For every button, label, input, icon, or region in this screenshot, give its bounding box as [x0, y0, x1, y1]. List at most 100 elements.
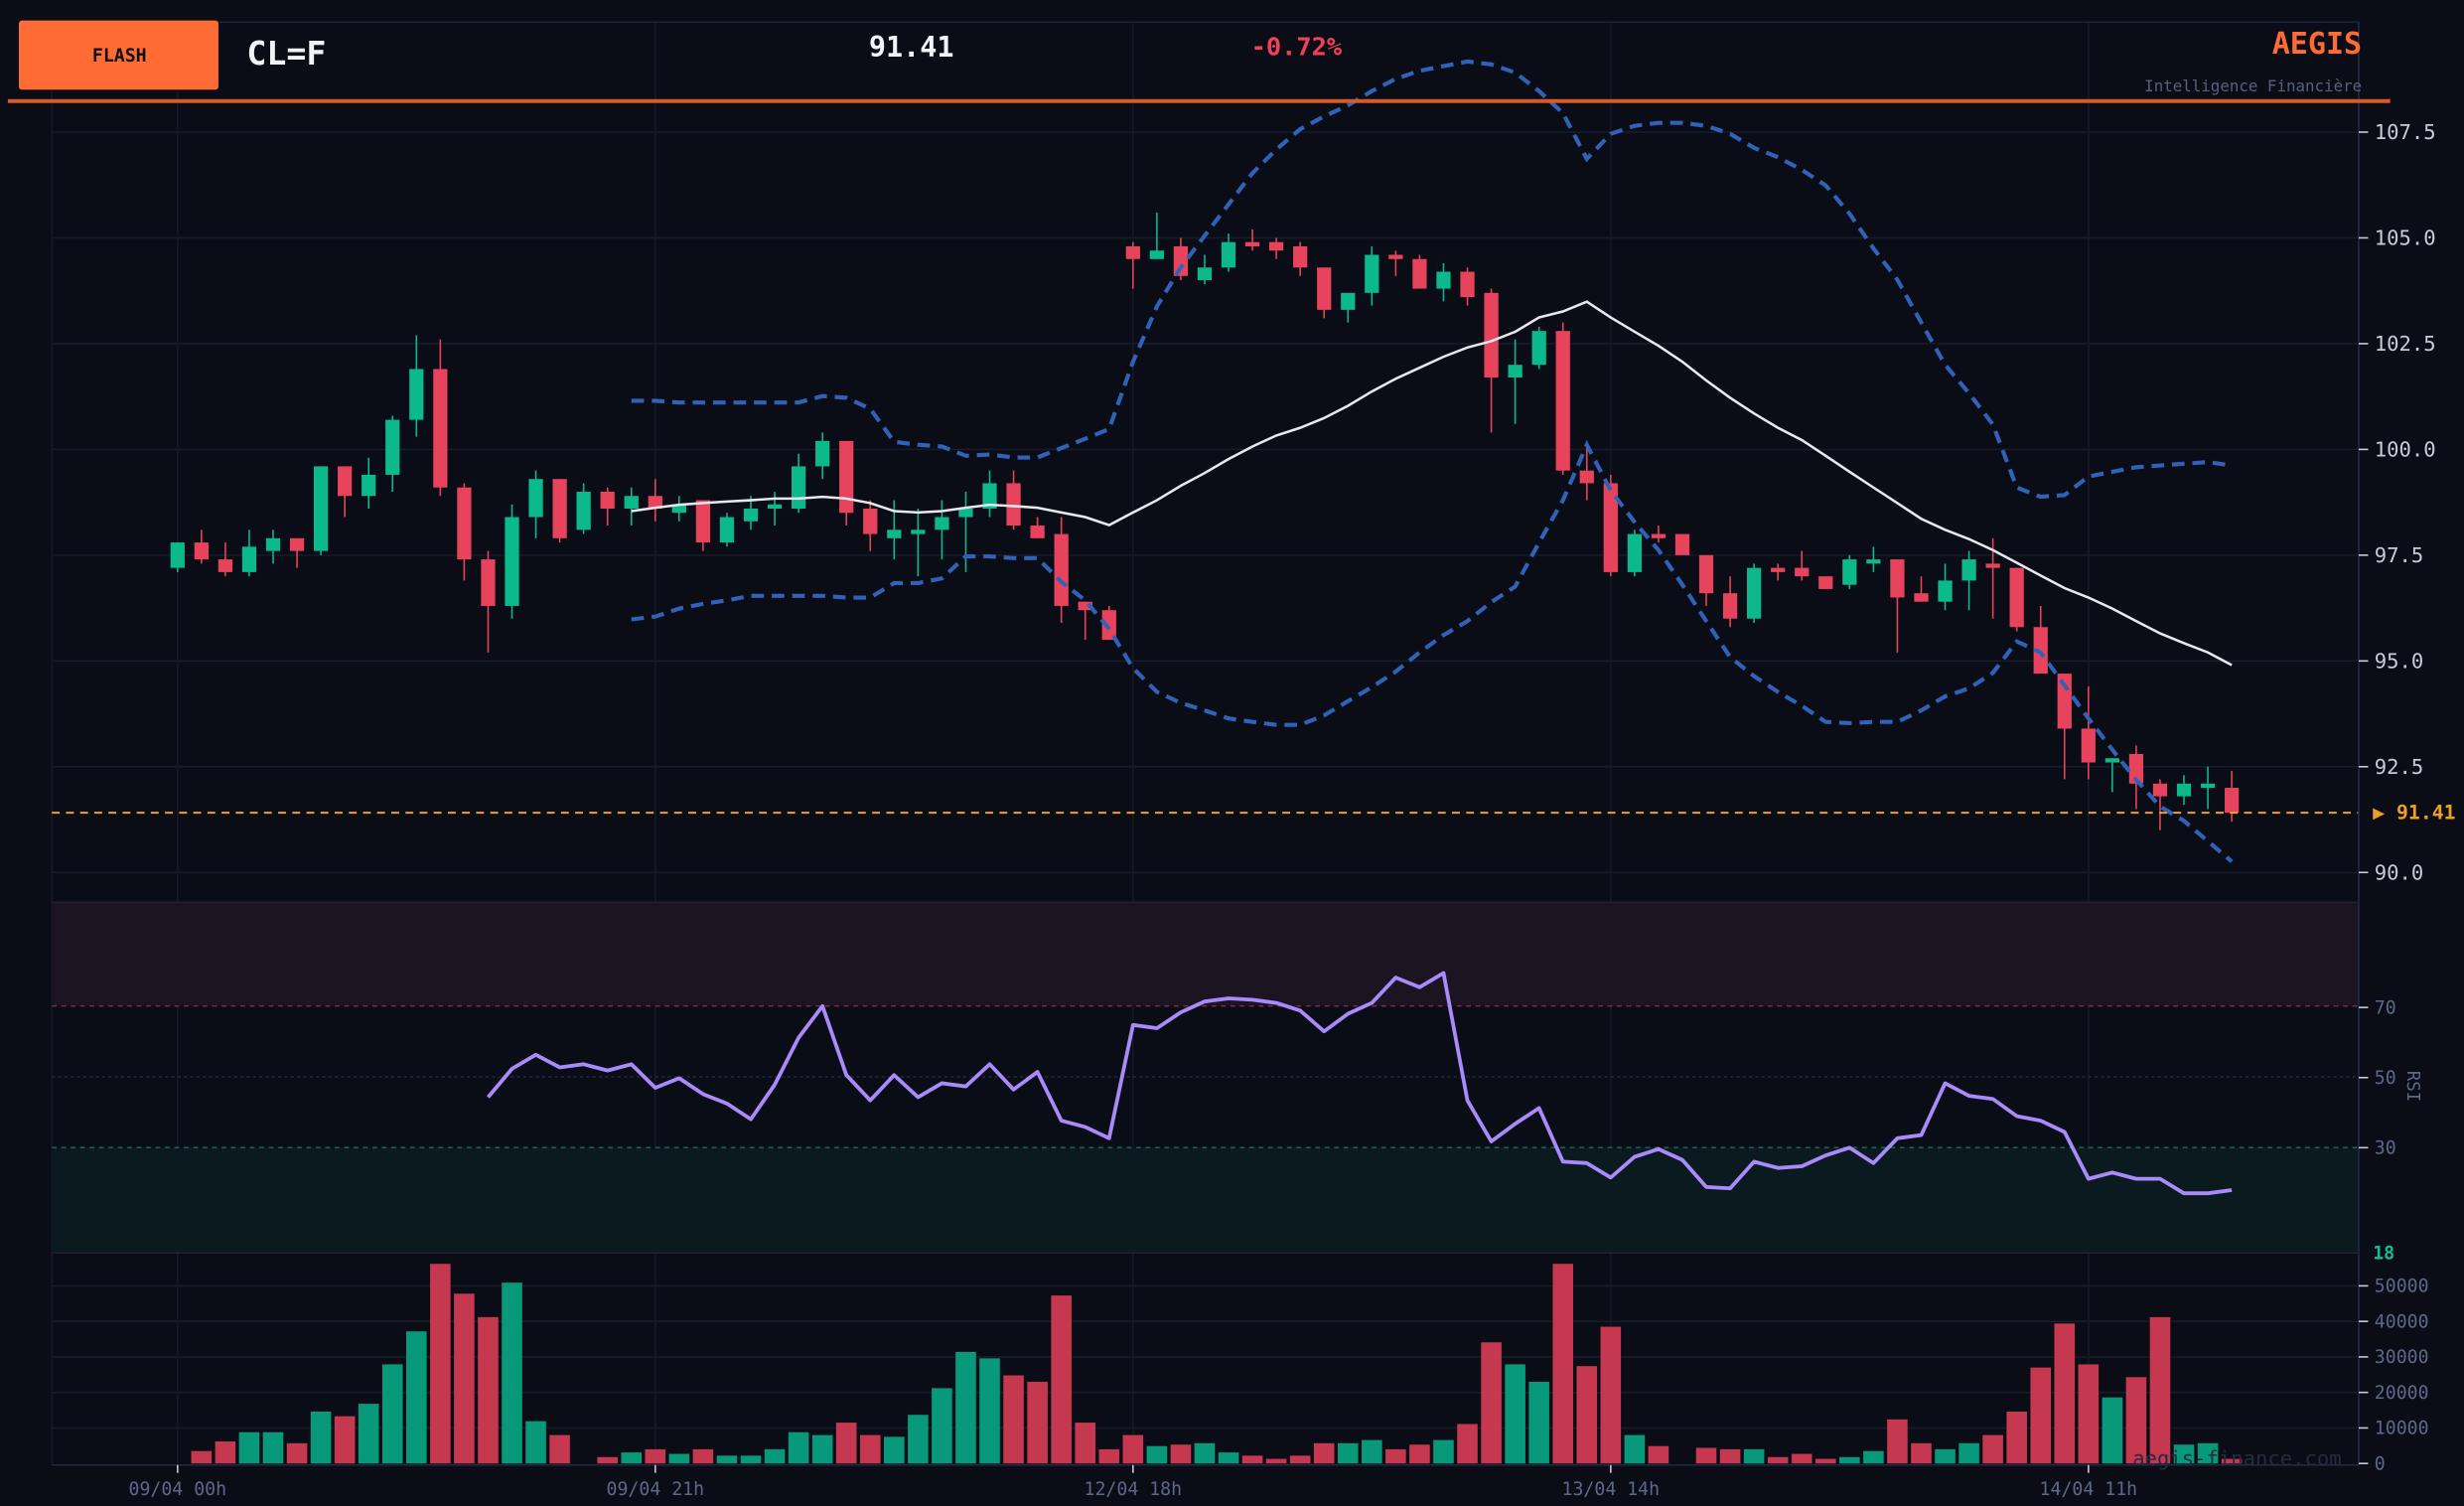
change-percent: -0.72% [1251, 32, 1343, 61]
volume-bar [1648, 1445, 1669, 1464]
volume-bar [1385, 1448, 1406, 1464]
volume-bar [716, 1455, 738, 1464]
volume-bar [1003, 1375, 1024, 1464]
rsi-tick-label: 70 [2375, 997, 2396, 1018]
candle-body [1484, 292, 1499, 377]
candle-body [958, 509, 973, 518]
axis-ticks: 90.0 92.5 95.0 97.5 100.0 102.5 105.0 107.5 30 50… [129, 120, 2436, 1500]
candle-body [743, 509, 759, 522]
candle-body [2200, 783, 2216, 789]
flash-badge[interactable] [18, 20, 218, 90]
sma-line [631, 300, 2233, 667]
candle-body [1627, 533, 1642, 572]
candle-body [1722, 593, 1738, 619]
candle-body [671, 504, 686, 514]
volume-bar [764, 1448, 786, 1464]
volume-bar [1218, 1452, 1239, 1464]
volume-bar [2197, 1442, 2219, 1464]
volume-bar [932, 1388, 952, 1464]
volume-bar [406, 1331, 427, 1464]
volume-bar [884, 1436, 905, 1464]
volume-bar [238, 1431, 260, 1464]
volume-bar [740, 1455, 762, 1464]
price-tick-label: 90.0 [2375, 860, 2423, 884]
volume-bar [1863, 1450, 1884, 1464]
volume-bar [1719, 1448, 1741, 1464]
volume-bar [668, 1453, 690, 1464]
candle-body [982, 483, 997, 510]
volume-bar [859, 1434, 881, 1464]
volume-bar [454, 1293, 475, 1464]
candle-body [1268, 241, 1284, 251]
volume-bar [979, 1358, 1000, 1464]
volume-bar [1624, 1434, 1646, 1464]
volume-bar [1695, 1447, 1717, 1464]
volume-bar [1600, 1326, 1622, 1464]
volume-bar [525, 1421, 546, 1464]
volume-bar [310, 1411, 332, 1464]
candle-body [1365, 254, 1379, 293]
volume-bar [1791, 1453, 1812, 1464]
time-tick-label: 09/04 21h [607, 1479, 705, 1500]
header-divider [7, 98, 2391, 103]
candle-body [695, 500, 711, 543]
candle-body [839, 440, 854, 514]
volume-bar [1911, 1442, 1932, 1464]
volume-bar [1767, 1456, 1789, 1464]
volume-bar [2054, 1323, 2076, 1464]
rsi-axis-label: RSI [2402, 1071, 2422, 1102]
volume-bar [2006, 1411, 2027, 1464]
volume-bar [1839, 1456, 1860, 1464]
candle-body [719, 517, 735, 543]
time-tick-label: 13/04 14h [1562, 1479, 1661, 1500]
price-tick-label: 100.0 [2375, 438, 2436, 462]
candle-body [791, 466, 806, 510]
time-tick-label: 12/04 18h [1085, 1479, 1183, 1500]
volume-bar [788, 1431, 809, 1464]
indicator-overlays [631, 59, 2234, 863]
volume-bar [478, 1316, 499, 1464]
candle-body [1938, 580, 1953, 602]
volume-bar [835, 1423, 857, 1464]
volume-bar [2173, 1444, 2195, 1464]
price-tick-label: 97.5 [2375, 543, 2423, 567]
candle-body [1006, 483, 1021, 527]
candle-body [2009, 567, 2024, 628]
volume-bar [1146, 1445, 1168, 1464]
volume-bar [1552, 1264, 1574, 1464]
candle-body [911, 529, 926, 534]
candle-body [887, 529, 902, 538]
volume-bar [2030, 1367, 2052, 1464]
candle-body [1603, 483, 1618, 572]
rsi-line-path [486, 971, 2233, 1196]
candle-body [815, 440, 830, 467]
volume-bar [1122, 1434, 1144, 1464]
volume-bar [2078, 1364, 2100, 1464]
rsi-tick-label: 50 [2375, 1068, 2396, 1089]
candle-body [1579, 470, 1594, 484]
candle-body [576, 491, 591, 530]
candle-body [1221, 241, 1236, 268]
volume-bars [191, 1264, 2243, 1464]
candle-body [1412, 258, 1427, 289]
volume-bar [955, 1351, 976, 1464]
volume-bar [2125, 1377, 2147, 1464]
volume-bar [2149, 1316, 2171, 1464]
time-tick-label: 14/04 11h [2040, 1479, 2138, 1500]
candle-body [1747, 567, 1762, 619]
candle-body [433, 369, 448, 488]
volume-bar [1027, 1381, 1048, 1464]
candle-body [313, 466, 329, 551]
volume-bar [645, 1448, 666, 1464]
volume-bar [2102, 1397, 2123, 1464]
candle-body [1293, 245, 1308, 268]
candle-body [1436, 271, 1451, 289]
volume-bar [2221, 1458, 2243, 1464]
candle-body [1842, 559, 1857, 585]
candle-body [1674, 533, 1690, 555]
candle-body [1244, 241, 1260, 246]
candle-body [481, 559, 496, 606]
volume-bar [215, 1441, 236, 1464]
candle-body [265, 537, 281, 551]
